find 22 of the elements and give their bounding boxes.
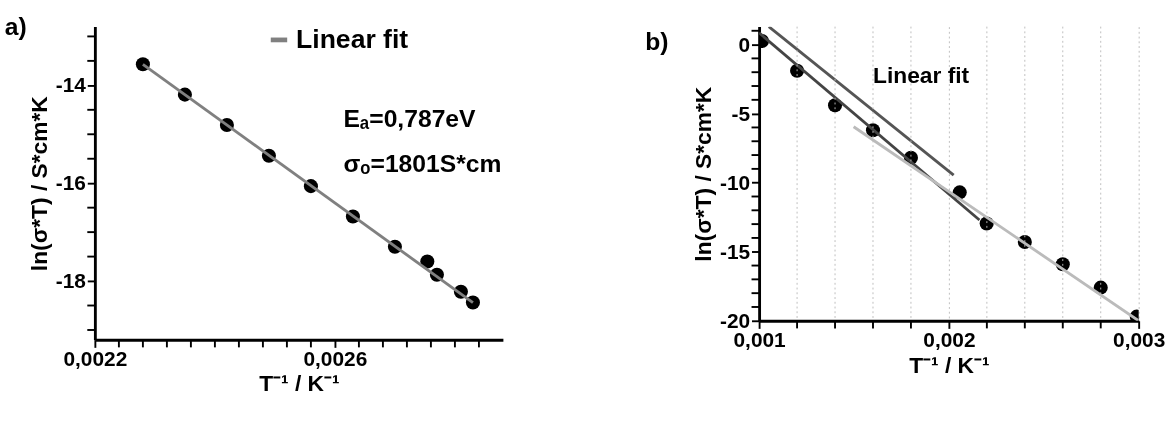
x-tick-label: 0,0022 [63, 346, 128, 370]
y-tick-label: -10 [719, 170, 751, 194]
y-tick-label: -15 [719, 239, 751, 263]
text: b) [645, 28, 669, 56]
y-tick-label: -5 [731, 101, 751, 125]
annotation: Eₐ=0,787eV [343, 105, 477, 133]
x-axis-title: T⁻¹ / K⁻¹ [909, 351, 990, 378]
y-tick-label: 0 [738, 32, 751, 56]
x-tick-label: 0,002 [923, 327, 976, 351]
y-tick-label: -18 [55, 269, 86, 293]
annotation: Linear fit [872, 61, 970, 88]
y-tick-label: -14 [55, 73, 87, 97]
annotation: σₒ=1801S*cm [343, 149, 502, 177]
x-tick-label: 0,0026 [303, 346, 368, 370]
text: a) [4, 13, 27, 41]
y-tick-label: -16 [55, 171, 86, 195]
legend-label: Linear fit [296, 23, 409, 54]
x-axis-title: T⁻¹ / K⁻¹ [259, 370, 340, 397]
y-axis-title: ln(σ*T) / S*cm*K [26, 95, 53, 272]
y-axis-title: ln(σ*T) / S*cm*K [690, 86, 717, 262]
x-tick-label: 0,003 [1113, 327, 1166, 351]
point [420, 254, 435, 269]
